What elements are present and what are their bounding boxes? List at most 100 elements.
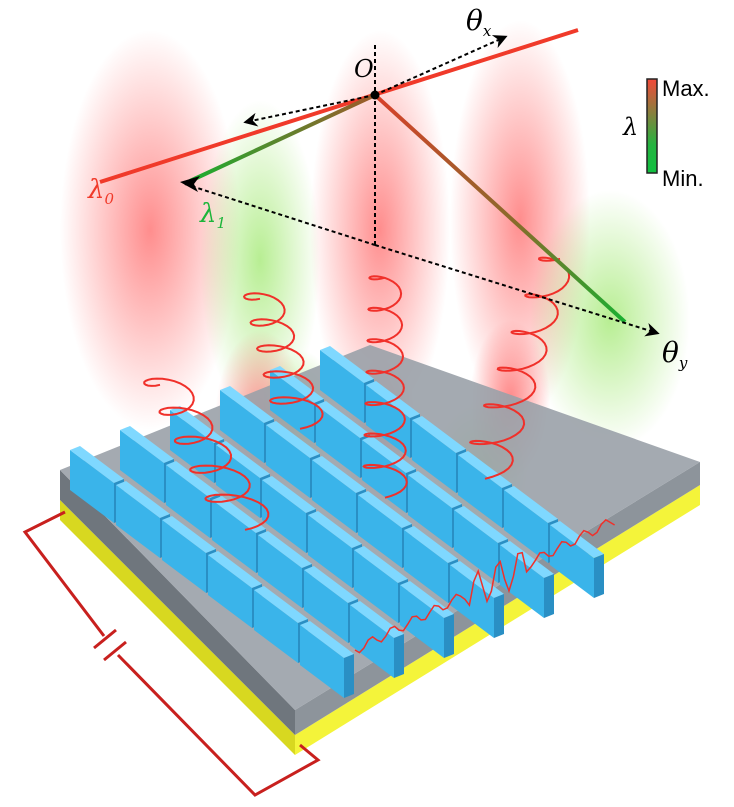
resonator-top <box>354 546 408 583</box>
steered-beam-line <box>373 93 627 324</box>
theta-y-label: θy <box>662 336 688 372</box>
resonator-front <box>120 430 164 503</box>
resonator-front <box>270 370 314 443</box>
resonator-top <box>162 516 216 553</box>
theta-y-axis-pos <box>374 244 660 337</box>
resonator-front <box>320 350 364 423</box>
theta-x-label: θx <box>466 4 492 40</box>
electrode-layer <box>60 500 295 755</box>
resonator-front <box>454 510 498 583</box>
resonator-front <box>262 480 306 553</box>
resonator-top <box>70 446 124 483</box>
resonator-top <box>300 621 354 658</box>
resonator-top <box>212 496 266 533</box>
resonator-top <box>166 461 220 498</box>
resonator-front <box>162 520 206 593</box>
resonator-side <box>594 554 604 598</box>
resonator-front <box>504 490 548 563</box>
resonator-front <box>304 570 348 643</box>
arrowhead-icon <box>180 176 200 192</box>
resonator-top <box>358 491 412 528</box>
resonator-front <box>258 535 302 608</box>
resonator-front <box>266 425 310 498</box>
emission-spiral <box>143 377 270 531</box>
bias-circuit <box>22 510 321 797</box>
resonator-front <box>408 475 452 548</box>
emission-spirals <box>143 256 615 654</box>
wavelength-colorbar: λ Max. Min. <box>622 76 710 191</box>
resonator-top <box>408 471 462 508</box>
resonator-front <box>208 555 252 628</box>
resonator-top <box>304 566 358 603</box>
resonator-front <box>400 585 444 658</box>
surface-wave <box>354 518 615 654</box>
resonator-top <box>120 426 174 463</box>
resonator-front <box>450 565 494 638</box>
resonator-front <box>412 420 456 493</box>
resonator-top <box>258 531 312 568</box>
resonator-top <box>404 526 458 563</box>
resonator-side <box>344 654 354 698</box>
resonator-top <box>308 511 362 548</box>
resonator-top <box>412 416 466 453</box>
resonator-top <box>312 456 366 493</box>
colorbar-max-label: Max. <box>662 76 710 101</box>
circuit-wire <box>116 653 321 797</box>
emission-spiral <box>469 256 571 480</box>
emission-spiral <box>242 292 324 430</box>
circuit-wire <box>22 510 106 637</box>
theta-x-axis-neg <box>243 94 376 127</box>
resonator-front <box>254 590 298 663</box>
resonator-top <box>220 386 274 423</box>
resonator-top <box>266 421 320 458</box>
capacitor-plate <box>103 640 127 662</box>
resonator-front <box>350 605 394 678</box>
resonator-side <box>444 614 454 658</box>
resonator-top <box>400 581 454 618</box>
resonator-top <box>504 486 558 523</box>
capacitor-plate <box>93 628 117 650</box>
resonator-front <box>354 550 398 623</box>
resonator-side <box>494 594 504 638</box>
resonator-front <box>500 545 544 618</box>
resonator-top <box>316 401 370 438</box>
resonator-side <box>544 574 554 618</box>
resonator-front <box>312 460 356 533</box>
resonator-front <box>300 625 344 698</box>
resonator-front <box>166 465 210 538</box>
colorbar-min-label: Min. <box>662 166 704 191</box>
resonator-front <box>458 455 502 528</box>
resonator-top <box>454 506 508 543</box>
resonator-top <box>320 346 374 383</box>
resonator-front <box>358 495 402 568</box>
beam-glow <box>60 30 240 430</box>
resonator-front <box>212 500 256 573</box>
origin-point <box>370 90 380 100</box>
resonator-front <box>404 530 448 603</box>
lambda1-beam-line <box>189 93 376 183</box>
colorbar-symbol: λ <box>622 113 638 141</box>
resonator-top <box>500 541 554 578</box>
resonator-top <box>362 436 416 473</box>
resonator-side <box>394 634 404 678</box>
resonator-array <box>70 346 604 698</box>
lambda0-beam-line <box>99 28 579 184</box>
resonator-front <box>220 390 264 463</box>
resonator-top <box>208 551 262 588</box>
lambda0-label: λ0 <box>87 175 114 208</box>
resonator-top <box>450 561 504 598</box>
lambda1-label: λ1 <box>199 199 226 232</box>
beam-glow <box>530 190 690 450</box>
resonator-front <box>70 450 114 523</box>
substrate-side-left <box>60 470 295 735</box>
origin-label: O <box>354 55 374 83</box>
theta-x-axis <box>374 35 508 96</box>
resonator-top <box>458 451 512 488</box>
resonator-top <box>116 481 170 518</box>
angle-axes <box>99 28 660 337</box>
beam-glow <box>200 100 320 420</box>
resonator-top <box>262 476 316 513</box>
theta-y-axis <box>184 183 376 246</box>
